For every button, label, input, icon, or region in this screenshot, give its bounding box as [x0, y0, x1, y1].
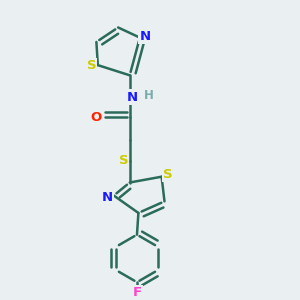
- Text: F: F: [132, 286, 142, 299]
- Text: N: N: [102, 190, 113, 203]
- Text: S: S: [163, 168, 173, 181]
- Text: S: S: [87, 58, 96, 72]
- Text: H: H: [144, 89, 154, 102]
- Text: N: N: [140, 30, 151, 43]
- Text: S: S: [118, 154, 128, 167]
- Text: O: O: [91, 111, 102, 124]
- Text: N: N: [127, 91, 138, 103]
